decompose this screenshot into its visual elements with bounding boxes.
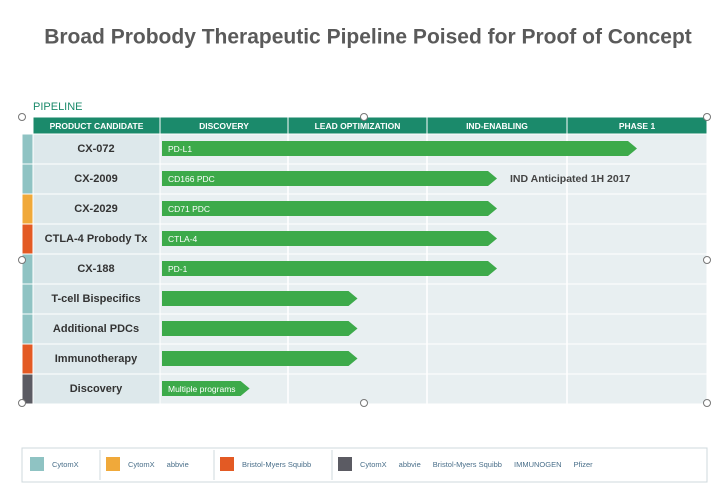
partner-logo: abbvie: [399, 460, 421, 469]
progress-arrow: [162, 261, 497, 276]
selection-handle: [18, 256, 26, 264]
selection-handle: [703, 113, 711, 121]
annotation: IND Anticipated 1H 2017: [510, 173, 631, 185]
progress-arrow: [162, 201, 497, 216]
partner-logo: abbvie: [167, 460, 189, 469]
selection-handle: [360, 399, 368, 407]
row-strip: [21, 343, 34, 375]
column-header: DISCOVERY: [199, 121, 249, 131]
legend-swatch: [30, 457, 44, 471]
row-band: [159, 373, 708, 405]
candidate-name: CX-072: [77, 143, 114, 155]
progress-arrow: [162, 141, 637, 156]
partner-logo: IMMUNOGEN: [514, 460, 562, 469]
partner-logo: CytomX: [128, 460, 155, 469]
progress-arrow: [162, 171, 497, 186]
progress-arrow: [162, 231, 497, 246]
column-header: IND-ENABLING: [466, 121, 528, 131]
progress-arrow: [162, 381, 250, 396]
candidate-name: CX-188: [77, 263, 114, 275]
candidate-name: Additional PDCs: [53, 323, 139, 335]
section-label: PIPELINE: [33, 101, 83, 113]
candidate-cell: [32, 343, 161, 375]
column-header: LEAD OPTIMIZATION: [315, 121, 401, 131]
candidate-cell: [32, 283, 161, 315]
row-strip: [21, 193, 34, 225]
arrow-label: CTLA-4: [168, 234, 198, 244]
selection-handle: [703, 399, 711, 407]
legend-swatch: [106, 457, 120, 471]
partner-logo: CytomX: [52, 460, 79, 469]
candidate-name: CX-2029: [74, 203, 117, 215]
progress-arrow: [162, 291, 358, 306]
row-strip: [21, 163, 34, 195]
partner-logo: CytomX: [360, 460, 387, 469]
arrow-label: CD71 PDC: [168, 204, 210, 214]
row-strip: [21, 313, 34, 345]
selection-handle: [703, 256, 711, 264]
arrow-label: PD-L1: [168, 144, 192, 154]
column-header: PRODUCT CANDIDATE: [50, 121, 144, 131]
candidate-name: CTLA-4 Probody Tx: [45, 233, 149, 245]
candidate-name: Discovery: [70, 383, 123, 395]
candidate-name: T-cell Bispecifics: [51, 293, 140, 305]
candidate-cell: [32, 313, 161, 345]
legend-swatch: [220, 457, 234, 471]
arrow-label: Multiple programs: [168, 384, 236, 394]
arrow-label: CD166 PDC: [168, 174, 215, 184]
slide-title: Broad Probody Therapeutic Pipeline Poise…: [44, 26, 692, 49]
candidate-name: CX-2009: [74, 173, 117, 185]
row-strip: [21, 133, 34, 165]
candidate-cell: [32, 163, 161, 195]
progress-arrow: [162, 351, 358, 366]
partner-logo: Pfizer: [573, 460, 593, 469]
partner-logo: Bristol-Myers Squibb: [242, 460, 311, 469]
selection-handle: [360, 113, 368, 121]
column-header: PHASE 1: [619, 121, 656, 131]
row-strip: [21, 223, 34, 255]
partner-logo: Bristol-Myers Squibb: [433, 460, 502, 469]
candidate-name: Immunotherapy: [55, 353, 138, 365]
progress-arrow: [162, 321, 358, 336]
row-strip: [21, 283, 34, 315]
selection-handle: [18, 113, 26, 121]
legend-box: [21, 447, 708, 483]
legend-swatch: [338, 457, 352, 471]
selection-handle: [18, 399, 26, 407]
arrow-label: PD-1: [168, 264, 188, 274]
candidate-cell: [32, 223, 161, 255]
